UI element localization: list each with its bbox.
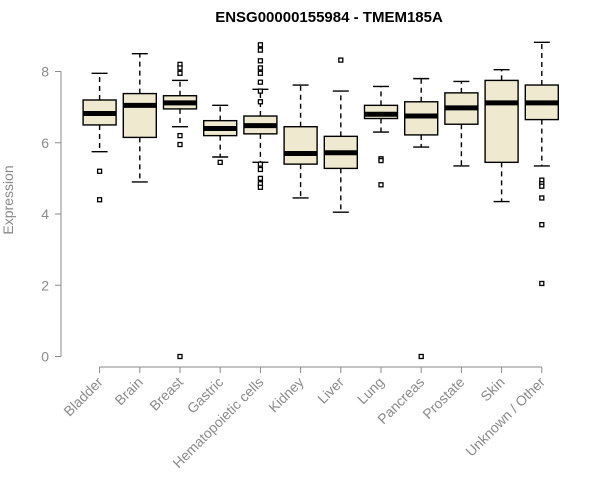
- outlier-point: [177, 141, 183, 148]
- x-tick-label: Skin: [477, 374, 508, 405]
- x-tick-label: Kidney: [265, 374, 307, 416]
- outlier-point: [257, 99, 264, 105]
- chart-title: ENSG00000155984 - TMEM185A: [215, 9, 443, 26]
- outlier-point: [539, 222, 545, 228]
- x-tick-label: Liver: [314, 374, 347, 407]
- outlier-point: [257, 161, 264, 167]
- box-group: [524, 41, 559, 287]
- box-group: [162, 61, 198, 360]
- outlier-point: [257, 88, 264, 94]
- outlier-point: [217, 159, 223, 165]
- box-group: [444, 80, 479, 167]
- y-tick-label: 4: [41, 206, 49, 222]
- outlier-point: [378, 157, 384, 164]
- outlier-point: [338, 57, 344, 63]
- outlier-point: [257, 58, 264, 64]
- box-group: [202, 104, 238, 165]
- plot-area: [82, 41, 559, 360]
- box-group: [363, 85, 399, 188]
- x-tick-label: Breast: [146, 374, 186, 414]
- outlier-point: [378, 182, 384, 188]
- y-axis: 0 2 4 6 8: [41, 64, 62, 365]
- outlier-point: [177, 353, 183, 360]
- outlier-point: [257, 79, 264, 85]
- outlier-point: [539, 195, 545, 201]
- box-group: [283, 84, 318, 199]
- box-iqr: [122, 92, 158, 139]
- y-axis-label: Expression: [0, 165, 16, 234]
- box-group: [122, 52, 158, 183]
- outlier-point: [177, 132, 183, 139]
- x-tick-label: Lung: [354, 374, 387, 407]
- box-group: [243, 42, 278, 190]
- box-group: [82, 72, 117, 203]
- outlier-point: [177, 70, 183, 76]
- outlier-point: [257, 70, 264, 76]
- outlier-point: [257, 47, 264, 53]
- outlier-point: [257, 42, 264, 48]
- box-iqr: [283, 126, 318, 165]
- outlier-point: [257, 166, 264, 173]
- box-group: [484, 69, 519, 203]
- outlier-point: [257, 65, 264, 71]
- outlier-point: [418, 353, 424, 360]
- outlier-point: [257, 184, 264, 190]
- y-tick-label: 8: [41, 64, 49, 80]
- box-group: [323, 57, 358, 213]
- x-tick-label: Brain: [111, 374, 145, 408]
- outlier-point: [539, 280, 545, 287]
- outlier-point: [96, 168, 103, 174]
- y-tick-label: 0: [41, 349, 49, 365]
- box-iqr: [484, 79, 519, 164]
- outlier-point: [257, 175, 264, 182]
- x-tick-label: Bladder: [60, 374, 106, 420]
- y-tick-label: 2: [41, 277, 49, 293]
- box-group: [404, 77, 439, 360]
- x-tick-label: Prostate: [419, 374, 467, 422]
- outlier-point: [96, 197, 103, 203]
- outlier-point: [177, 65, 183, 71]
- outlier-point: [539, 183, 545, 189]
- y-tick-label: 6: [41, 135, 49, 151]
